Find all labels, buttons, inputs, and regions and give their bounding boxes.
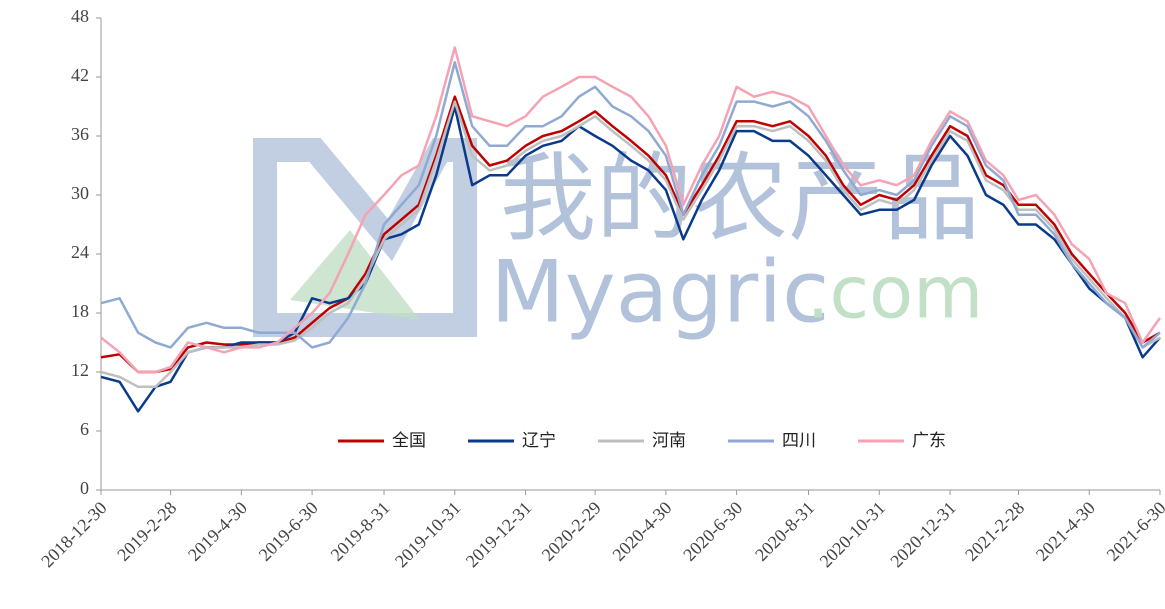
- x-tick-label: 2019-8-31: [327, 498, 394, 565]
- legend-label: 辽宁: [522, 431, 556, 451]
- y-tick-label: 42: [71, 65, 89, 85]
- x-tick-label: 2020-8-31: [751, 498, 818, 565]
- x-tick-label: 2018-12-30: [37, 498, 111, 572]
- x-tick-label: 2020-2-29: [538, 498, 605, 565]
- x-tick-label: 2019-10-31: [391, 498, 465, 572]
- x-tick-label: 2021-2-28: [961, 498, 1028, 565]
- series-line: [100, 100, 1161, 389]
- x-tick-label: 2020-10-31: [816, 498, 890, 572]
- watermark-logo-leaf: [290, 230, 420, 320]
- x-tick-label: 2019-4-30: [184, 498, 251, 565]
- series-line: [100, 61, 1161, 349]
- watermark-cn: 我的农产品: [500, 142, 980, 254]
- watermark-com: .com: [807, 251, 984, 335]
- x-tick-label: 2020-12-31: [886, 498, 960, 572]
- legend-label: 广东: [912, 431, 946, 451]
- y-tick-label: 36: [71, 124, 89, 144]
- series-line: [100, 46, 1162, 374]
- y-tick-label: 0: [80, 478, 89, 498]
- watermark-en: Myagric: [491, 242, 830, 342]
- x-tick-label: 2019-2-28: [113, 498, 180, 565]
- legend-label: 河南: [652, 431, 686, 451]
- x-tick-label: 2019-12-31: [462, 498, 536, 572]
- x-tick-label: 2021-4-30: [1032, 498, 1099, 565]
- y-tick-label: 24: [71, 242, 89, 262]
- x-tick-label: 2021-6-30: [1103, 498, 1165, 565]
- y-tick-label: 6: [80, 419, 89, 439]
- legend-label: 四川: [782, 431, 816, 451]
- y-tick-label: 48: [71, 6, 89, 26]
- x-tick-label: 2020-4-30: [608, 498, 675, 565]
- x-tick-label: 2019-6-30: [255, 498, 322, 565]
- y-tick-label: 12: [71, 360, 89, 380]
- x-tick-label: 2020-6-30: [679, 498, 746, 565]
- legend-label: 全国: [392, 431, 426, 451]
- y-tick-label: 18: [71, 301, 89, 321]
- y-tick-label: 30: [71, 183, 89, 203]
